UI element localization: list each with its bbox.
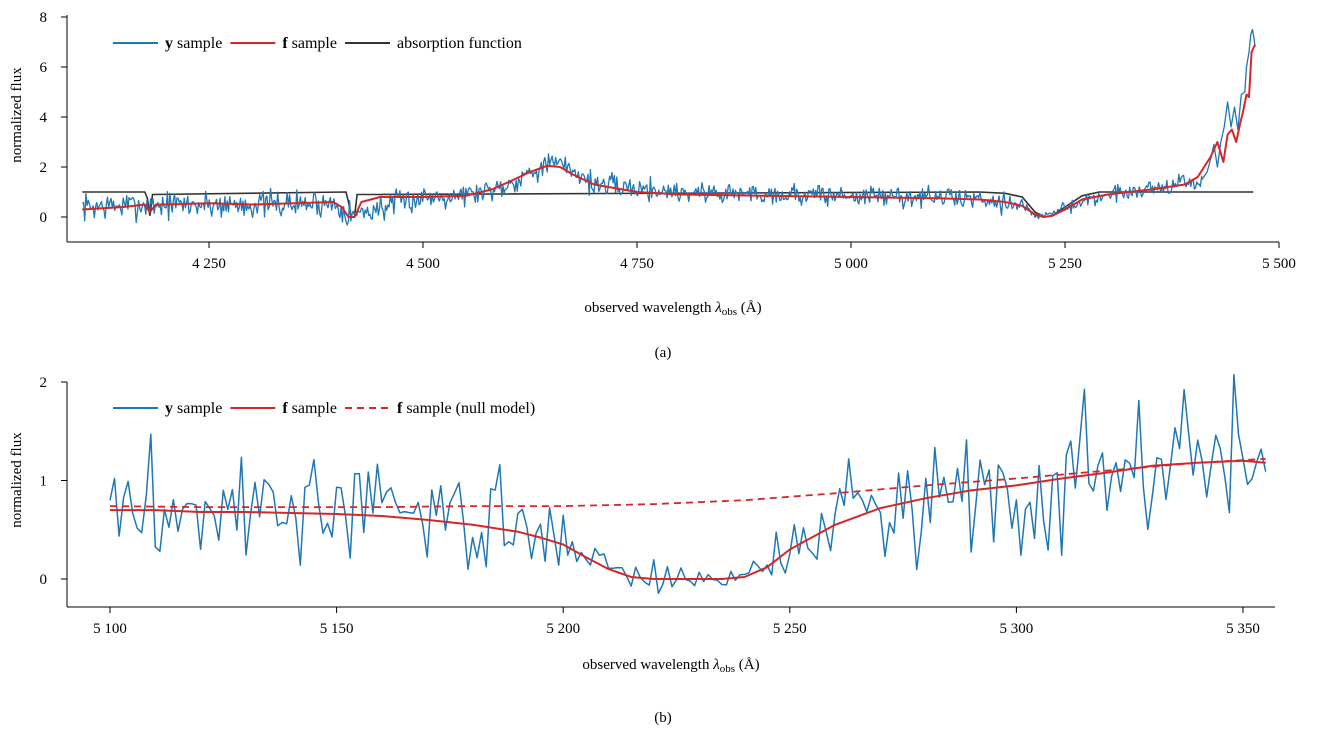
panel-a-legend: y sample f sample absorption function [113,35,522,52]
panel-a-xtick-label: 5 000 [834,256,868,272]
panel-a-ytick-label: 4 [40,110,48,126]
panel-b-xtick-label: 5 200 [546,621,580,637]
panel-b-legend-label: y sample [165,400,222,417]
panel-b-x-ticks: 5 100 5 150 5 200 5 250 5 300 5 350 [93,607,1260,637]
panel-b-y-ticks: 0 1 2 [40,375,67,588]
panel-a-xtick-label: 4 500 [406,256,440,272]
panel-b-ytick-label: 1 [40,474,48,490]
panel-a-x-ticks: 4 250 4 500 4 750 5 000 5 250 5 500 [192,242,1296,272]
panel-b-f-line [110,459,1266,580]
panel-b-legend-label: f sample (null model) [397,400,535,417]
panel-b-y-sample-line [109,373,1267,595]
panel-b-ytick-label: 0 [40,572,48,588]
panel-b: 5 100 5 150 5 200 5 250 5 300 5 350 0 1 2 norma… [9,373,1275,726]
panel-b-legend-item: f sample [230,400,337,417]
panel-a-xlabel: observed wavelength λobs (Å) [584,300,761,318]
panel-a-ytick-label: 8 [40,10,48,26]
panel-a-legend-item: y sample [113,35,222,52]
panel-a-legend-label: absorption function [397,35,522,52]
panel-b-xtick-label: 5 100 [93,621,127,637]
panel-a-legend-item: absorption function [344,35,522,52]
panel-a-ylabel: normalized flux [9,67,25,163]
panel-b-xtick-label: 5 300 [1000,621,1034,637]
panel-a-ytick-label: 0 [40,210,48,226]
panel-a-caption: (a) [655,345,672,361]
panel-a-ytick-label: 2 [40,160,48,176]
panel-a-legend-label: f sample [282,35,337,52]
panel-a-xtick-label: 5 250 [1048,256,1082,272]
panel-b-xtick-label: 5 150 [320,621,354,637]
panel-b-legend-item: f sample (null model) [344,400,535,417]
panel-b-legend-label: f sample [282,400,337,417]
panel-b-f_null-line [109,457,1266,508]
panel-a-legend-label: y sample [165,35,222,52]
panel-a-f-line [82,44,1256,218]
panel-a-xtick-label: 4 250 [192,256,226,272]
panel-b-xtick-label: 5 250 [773,621,807,637]
panel-b-ylabel: normalized flux [9,432,25,528]
panel-b-xtick-label: 5 350 [1226,621,1260,637]
panel-a-y-ticks: 0 2 4 6 8 [40,10,67,226]
panel-a: 4 250 4 500 4 750 5 000 5 250 5 500 0 2 4 6 8 nor… [9,10,1296,361]
panel-b-caption: (b) [654,710,672,726]
panel-a-y-sample-line [81,28,1256,226]
panel-a-plot-area [81,28,1256,226]
panel-a-xtick-label: 4 750 [620,256,654,272]
panel-a-xtick-label: 5 500 [1262,256,1296,272]
panel-b-axes [66,382,1275,608]
panel-a-legend-item: f sample [230,35,337,52]
panel-b-xlabel: observed wavelength λobs (Å) [582,657,759,675]
panel-a-ytick-label: 6 [40,60,48,76]
panel-b-legend: y sample f sample f sample (null model) [113,400,535,417]
panel-b-ytick-label: 2 [40,375,48,391]
panel-b-plot-area [109,373,1267,595]
panel-a-axes [66,15,1279,243]
panel-b-legend-item: y sample [113,400,222,417]
